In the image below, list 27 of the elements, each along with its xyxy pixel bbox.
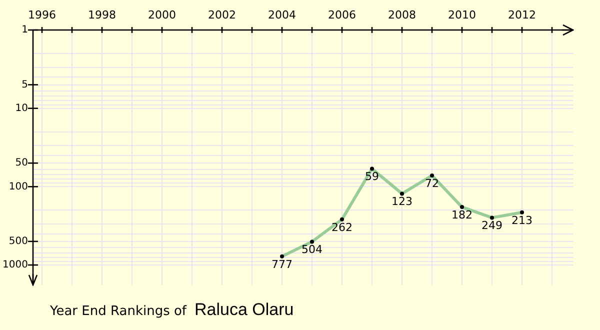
x-tick-label: 2002: [208, 8, 236, 22]
y-tick-label: 10: [15, 102, 28, 114]
y-tick-label: 5: [22, 79, 28, 90]
y-tick-label: 100: [8, 181, 28, 192]
y-tick-label: 1: [22, 24, 28, 36]
x-tick-label: 1998: [88, 8, 116, 22]
data-label: 213: [512, 214, 532, 227]
x-tick-label: 2012: [508, 8, 536, 22]
x-tick-label: 2000: [148, 8, 176, 22]
data-label: 504: [302, 243, 322, 256]
y-tick-label: 500: [8, 236, 28, 248]
x-tick-label: 2010: [448, 8, 476, 22]
data-label: 123: [392, 195, 412, 208]
data-label: 72: [425, 176, 439, 190]
text: Year End Rankings of: [50, 304, 187, 319]
x-tick-label: 2008: [388, 8, 416, 22]
y-tick-label: 50: [15, 158, 28, 169]
data-label: 777: [272, 258, 292, 271]
data-label: 262: [332, 220, 352, 234]
x-tick-label: 2006: [328, 8, 356, 22]
data-label: 59: [365, 170, 379, 184]
data-label: 182: [452, 208, 472, 222]
x-tick-label: 1996: [28, 8, 56, 22]
data-label: 249: [482, 219, 502, 232]
text: Raluca Olaru: [194, 300, 294, 319]
x-tick-label: 2004: [268, 8, 296, 22]
y-tick-label: 1000: [2, 260, 28, 271]
